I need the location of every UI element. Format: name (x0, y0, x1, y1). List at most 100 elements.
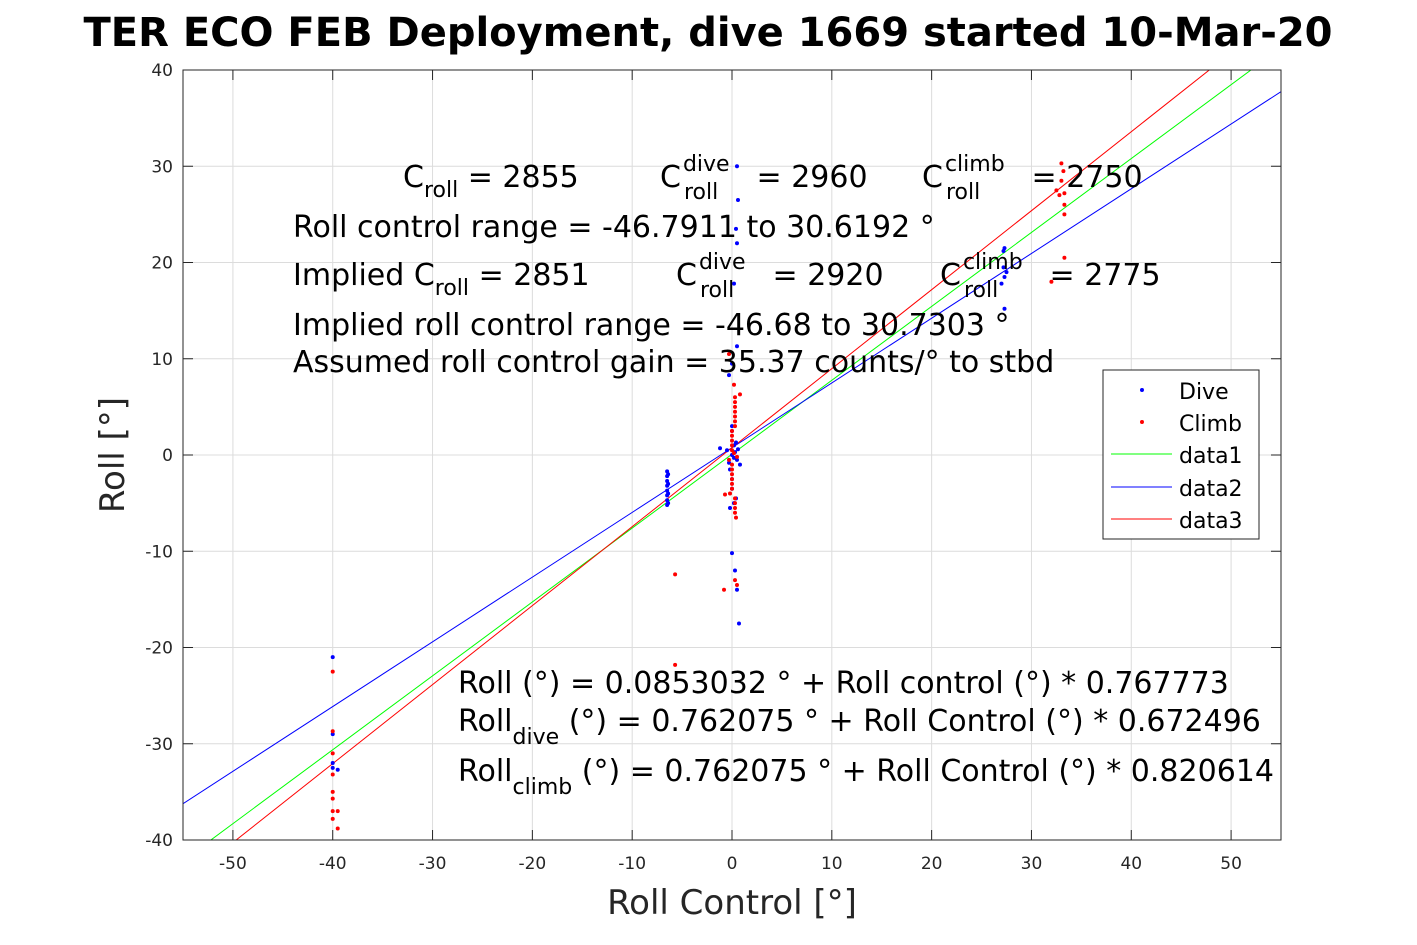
point-climb (1059, 161, 1064, 166)
point-climb (730, 481, 734, 486)
point-dive (728, 505, 733, 510)
legend-label-data1: data1 (1179, 444, 1243, 469)
point-climb (732, 505, 737, 510)
point-climb (330, 772, 335, 777)
legend-label-climb: Climb (1179, 412, 1242, 437)
point-climb (730, 438, 734, 443)
point-dive (1001, 265, 1006, 270)
point-climb (1061, 169, 1066, 174)
point-climb (330, 809, 335, 814)
x-tick-label: 40 (1120, 854, 1142, 874)
annotation-range: Roll control range = -46.7911 to 30.6192… (293, 210, 935, 245)
point-climb (330, 816, 335, 821)
point-climb (330, 796, 335, 801)
point-climb (728, 491, 733, 496)
point-climb (330, 669, 335, 674)
point-climb (1054, 188, 1059, 193)
annotation-c-roll: Croll = 2855 (403, 160, 579, 203)
x-tick-label: -30 (419, 854, 447, 874)
annotation-implied-c-roll: Implied Croll = 2851 (293, 258, 590, 301)
point-climb (732, 400, 737, 405)
point-climb (723, 492, 728, 497)
y-tick-label: 10 (151, 350, 173, 370)
point-climb (727, 457, 732, 462)
y-tick-label: -40 (145, 831, 173, 851)
point-climb (737, 392, 742, 397)
y-tick-label: -20 (145, 639, 173, 659)
point-dive (1002, 306, 1007, 311)
y-tick-label: -10 (145, 542, 173, 562)
point-climb (734, 454, 739, 459)
point-climb (335, 826, 340, 831)
point-climb (1062, 202, 1067, 207)
y-axis-label: Roll [°] (93, 397, 133, 513)
point-climb (732, 395, 737, 400)
point-climb (732, 424, 737, 429)
point-dive (666, 501, 671, 506)
point-dive (1004, 270, 1009, 275)
annotation-fit-climb: Rollclimb (°) = 0.762075 ° + Roll Contro… (458, 754, 1274, 800)
plot-frame (182, 69, 1282, 841)
annotation-gain: Assumed roll control gain = 35.37 counts… (293, 345, 1054, 380)
annotation-c-roll-climb: Cclimb roll = 2750 (922, 152, 1143, 205)
annotation-implied-c-dive: Cdive roll = 2920 (676, 250, 884, 303)
fit-line-data3 (235, 70, 1211, 840)
point-dive (666, 491, 671, 496)
point-climb (330, 789, 335, 794)
point-climb (730, 477, 734, 482)
point-dive (734, 164, 739, 169)
point-climb (1062, 212, 1067, 217)
point-dive (730, 424, 734, 429)
point-dive (330, 765, 335, 770)
point-climb (335, 809, 340, 814)
point-dive (730, 551, 734, 556)
point-dive (736, 621, 741, 626)
data-points (330, 161, 1067, 831)
point-dive (330, 655, 335, 660)
x-axis-label: Roll Control [°] (607, 883, 857, 923)
point-climb (730, 467, 734, 472)
point-climb (730, 472, 734, 477)
point-dive (734, 587, 739, 592)
point-dive (735, 197, 740, 202)
x-tick-label: -20 (518, 854, 546, 874)
point-dive (733, 440, 738, 445)
point-dive (737, 462, 742, 467)
point-dive (732, 568, 737, 573)
legend: Dive Climb data1 data2 data3 (1102, 369, 1260, 540)
legend-marker-dive (1140, 388, 1144, 392)
annotation-implied-range: Implied roll control range = -46.68 to 3… (293, 308, 1010, 343)
point-climb (1057, 193, 1062, 198)
x-tick-label: -40 (319, 854, 347, 874)
point-dive (330, 732, 335, 737)
point-climb (673, 572, 678, 577)
point-climb (731, 451, 736, 456)
point-climb (1059, 178, 1064, 183)
point-climb (732, 409, 737, 414)
point-climb (731, 382, 736, 387)
point-dive (735, 447, 740, 452)
y-tick-label: -30 (145, 735, 173, 755)
x-tick-label: -10 (618, 854, 646, 874)
point-climb (730, 433, 734, 438)
point-dive (666, 481, 671, 486)
annotation-implied-c-climb: Cclimb roll = 2775 (940, 250, 1161, 303)
y-tick-label: 30 (151, 157, 173, 177)
x-tick-label: 10 (821, 854, 843, 874)
point-climb (732, 496, 737, 501)
annotation-fit-all: Roll (°) = 0.0853032 ° + Roll control (°… (458, 666, 1229, 701)
point-climb (730, 443, 734, 448)
point-climb (732, 419, 737, 424)
point-dive (727, 460, 732, 465)
y-tick-label: 20 (151, 254, 173, 274)
point-dive (733, 226, 738, 231)
point-climb (732, 501, 737, 506)
point-dive (330, 761, 335, 765)
legend-marker-climb (1140, 420, 1144, 424)
point-climb (1062, 191, 1067, 196)
point-dive (1002, 274, 1007, 279)
point-dive (730, 361, 734, 366)
point-dive (666, 472, 671, 477)
point-dive (335, 767, 340, 772)
